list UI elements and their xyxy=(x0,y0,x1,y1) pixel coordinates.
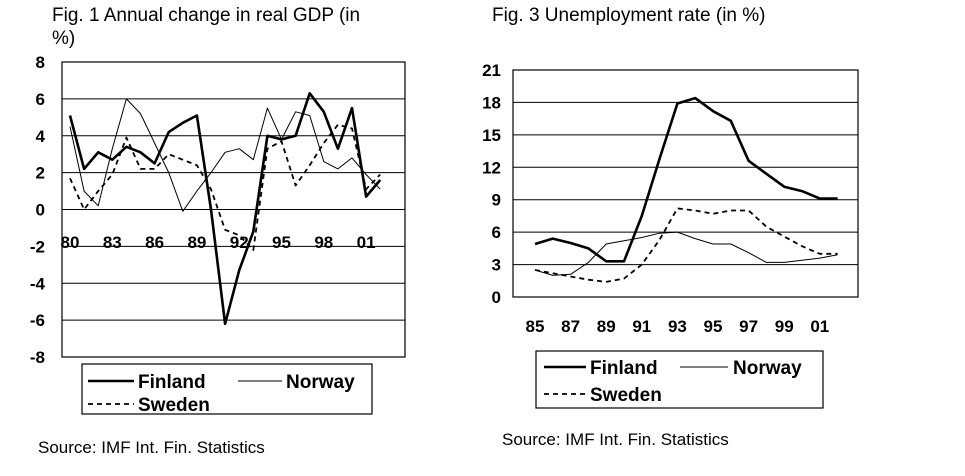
fig1-legend-label-norway: Norway xyxy=(286,372,355,393)
fig1-xtick-label-01: 01 xyxy=(357,233,376,252)
fig1-ytick-label-6: 6 xyxy=(36,90,45,109)
fig1-ytick-label-4: 4 xyxy=(36,127,46,146)
fig1-xtick-label-89: 89 xyxy=(187,233,206,252)
fig3-legend-label-sweden: Sweden xyxy=(590,385,662,406)
fig1-ytick-label-0: 0 xyxy=(36,201,45,220)
fig1-xtick-label-80: 80 xyxy=(61,233,80,252)
fig3-ytick-label-3: 3 xyxy=(492,256,501,275)
fig3-series-sweden-line xyxy=(534,207,838,283)
fig1-xtick-label-95: 95 xyxy=(272,233,291,252)
fig3-ytick-label-12: 12 xyxy=(482,158,501,177)
fig1-series-finland-line xyxy=(68,92,382,326)
fig1-xtick-label-92: 92 xyxy=(230,233,249,252)
fig1-title: Fig. 1 Annual change in real GDP (in %) xyxy=(52,5,361,49)
fig1-ytick-label--2: -2 xyxy=(30,237,45,256)
fig1-xtick-label-86: 86 xyxy=(145,233,164,252)
fig3-xtick-label-99: 99 xyxy=(775,317,794,336)
fig3-ytick-label-6: 6 xyxy=(492,223,501,242)
fig1-ytick-label--8: -8 xyxy=(30,348,45,367)
fig3-ytick-label-18: 18 xyxy=(482,93,501,112)
fig3-title: Fig. 3 Unemployment rate (in %) xyxy=(492,5,766,26)
fig1-xtick-label-98: 98 xyxy=(314,233,333,252)
fig3-ytick-label-9: 9 xyxy=(492,191,501,210)
fig1-ytick-label--4: -4 xyxy=(30,274,46,293)
fig1-legend-label-sweden: Sweden xyxy=(138,395,210,416)
fig1-ytick-label-8: 8 xyxy=(36,53,45,72)
fig1-legend-box xyxy=(81,363,373,415)
fig3-xtick-label-97: 97 xyxy=(739,317,758,336)
fig3-legend-label-finland: Finland xyxy=(590,358,658,379)
fig3-ytick-label-21: 21 xyxy=(482,61,501,80)
fig1-legend-label-finland: Finland xyxy=(138,372,206,393)
fig1-xtick-label-83: 83 xyxy=(103,233,122,252)
fig3-legend-box xyxy=(535,350,824,409)
fig1-plot-frame xyxy=(61,61,406,358)
fig3-series-finland-line xyxy=(534,96,838,263)
fig3-xtick-label-89: 89 xyxy=(597,317,616,336)
fig3-source: Source: IMF Int. Fin. Statistics xyxy=(502,430,729,449)
fig3-xtick-label-87: 87 xyxy=(561,317,580,336)
fig1-source: Source: IMF Int. Fin. Statistics xyxy=(38,438,265,457)
fig3-xtick-label-85: 85 xyxy=(526,317,545,336)
fig1-ytick-label--6: -6 xyxy=(30,311,45,330)
fig1-series-sweden-line xyxy=(69,123,381,252)
fig3-plot-frame xyxy=(512,69,859,298)
fig3-ytick-label-15: 15 xyxy=(482,126,501,145)
fig3-xtick-label-95: 95 xyxy=(704,317,723,336)
fig3-xtick-label-91: 91 xyxy=(632,317,651,336)
fig3-xtick-label-93: 93 xyxy=(668,317,687,336)
fig1-ytick-label-2: 2 xyxy=(36,164,45,183)
fig3-series-norway-line xyxy=(534,231,838,276)
fig3-xtick-label-01: 01 xyxy=(810,317,829,336)
fig3-legend-label-norway: Norway xyxy=(733,358,802,379)
fig3-ytick-label-0: 0 xyxy=(492,288,501,307)
fig1-series-norway-line xyxy=(69,98,381,212)
